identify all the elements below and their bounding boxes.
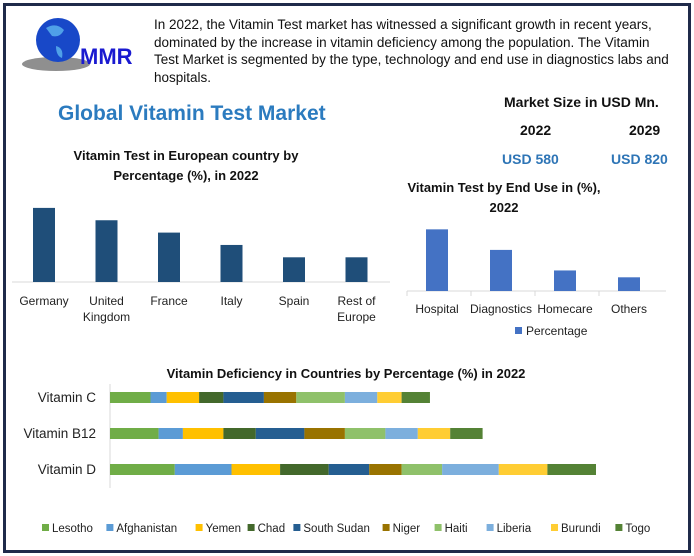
segment-south-sudan bbox=[328, 464, 370, 475]
legend-label: Lesotho bbox=[52, 523, 93, 535]
segment-liberia bbox=[442, 464, 499, 475]
deficiency-chart-title: Vitamin Deficiency in Countries by Perce… bbox=[166, 366, 526, 381]
year-2029: 2029 bbox=[629, 122, 661, 138]
segment-chad bbox=[199, 392, 224, 403]
segment-togo bbox=[450, 428, 483, 439]
legend-swatch bbox=[247, 524, 255, 531]
bar-united-kingdom bbox=[95, 220, 118, 282]
bar-diagnostics bbox=[490, 249, 512, 291]
legend-swatch bbox=[615, 524, 623, 531]
year-2022: 2022 bbox=[520, 122, 552, 138]
bar-rest-of-europe bbox=[345, 257, 368, 282]
legend-label: South Sudan bbox=[303, 523, 370, 535]
infographic: MMR In 2022, the Vitamin Test market has… bbox=[3, 3, 691, 553]
segment-afghanistan bbox=[150, 392, 167, 403]
segment-togo bbox=[547, 464, 596, 475]
legend-label: Haiti bbox=[445, 523, 468, 535]
category-label: Vitamin B12 bbox=[23, 426, 96, 441]
segment-haiti bbox=[344, 428, 386, 439]
category-label: Vitamin D bbox=[38, 462, 97, 477]
segment-chad bbox=[223, 428, 256, 439]
segment-south-sudan bbox=[223, 392, 264, 403]
svg-text:MMR: MMR bbox=[80, 44, 133, 69]
bar-homecare bbox=[554, 270, 576, 291]
legend-swatch bbox=[515, 327, 522, 334]
tick-label: Diagnostics bbox=[470, 302, 532, 316]
segment-liberia bbox=[385, 428, 418, 439]
tick-label: United bbox=[89, 294, 124, 308]
value-2029: USD 820 bbox=[611, 151, 668, 167]
bar-others bbox=[618, 277, 640, 291]
value-2022: USD 580 bbox=[502, 151, 559, 167]
tick-label: Rest of bbox=[337, 294, 376, 308]
segment-liberia bbox=[344, 392, 378, 403]
legend-label: Togo bbox=[625, 523, 650, 535]
tick-label: Homecare bbox=[537, 302, 593, 316]
legend-swatch bbox=[486, 524, 494, 531]
segment-niger bbox=[369, 464, 402, 475]
end-use-chart-title: Vitamin Test by End Use in (%), 2022 bbox=[407, 180, 601, 215]
segment-niger bbox=[304, 428, 345, 439]
segment-lesotho bbox=[110, 392, 151, 403]
charts-canvas: Germany United Kingdom France Italy Spain Rest… bbox=[12, 207, 666, 535]
intro-text: In 2022, the Vitamin Test market has wit… bbox=[154, 17, 669, 85]
legend-swatch bbox=[42, 524, 49, 531]
segment-niger bbox=[263, 392, 297, 403]
bar-hospital bbox=[426, 229, 448, 291]
bar-germany bbox=[33, 207, 55, 282]
legend-label: Afghanistan bbox=[116, 523, 177, 535]
segment-haiti bbox=[401, 464, 443, 475]
segment-chad bbox=[280, 464, 329, 475]
legend-label: Yemen bbox=[206, 523, 241, 535]
european-chart-title: Vitamin Test in European country by Perc… bbox=[73, 148, 299, 183]
bar-spain bbox=[283, 257, 305, 282]
tick-label: Spain bbox=[279, 294, 310, 308]
segment-yemen bbox=[182, 428, 224, 439]
segment-yemen bbox=[231, 464, 281, 475]
segment-haiti bbox=[296, 392, 345, 403]
legend-swatch bbox=[106, 524, 114, 531]
legend-label: Burundi bbox=[561, 523, 601, 535]
legend-swatch bbox=[382, 524, 390, 531]
segment-afghanistan bbox=[158, 428, 183, 439]
mmr-logo: MMR bbox=[22, 18, 133, 71]
legend-label: Chad bbox=[258, 523, 286, 535]
tick-label: Europe bbox=[337, 310, 376, 324]
segment-yemen bbox=[166, 392, 200, 403]
segment-lesotho bbox=[110, 428, 159, 439]
legend-swatch bbox=[293, 524, 301, 531]
tick-label: France bbox=[150, 294, 188, 308]
legend-swatch bbox=[434, 524, 442, 531]
segment-burundi bbox=[417, 428, 451, 439]
legend-label: Liberia bbox=[497, 523, 532, 535]
tick-label: Italy bbox=[220, 294, 242, 308]
segment-togo bbox=[401, 392, 430, 403]
segment-lesotho bbox=[110, 464, 175, 475]
tick-label: Others bbox=[611, 302, 647, 316]
legend-label: Niger bbox=[393, 523, 421, 535]
tick-label: Kingdom bbox=[83, 310, 130, 324]
bar-france bbox=[158, 232, 180, 282]
tick-label: Germany bbox=[19, 294, 68, 308]
segment-south-sudan bbox=[255, 428, 305, 439]
legend-swatch bbox=[195, 524, 203, 531]
tick-label: Hospital bbox=[415, 302, 458, 316]
market-size-label: Market Size in USD Mn. bbox=[504, 94, 659, 110]
legend-swatch bbox=[551, 524, 558, 531]
category-label: Vitamin C bbox=[38, 390, 97, 405]
segment-burundi bbox=[377, 392, 402, 403]
legend-label: Percentage bbox=[526, 324, 588, 338]
segment-burundi bbox=[498, 464, 548, 475]
segment-afghanistan bbox=[174, 464, 232, 475]
bar-italy bbox=[220, 244, 243, 282]
main-title: Global Vitamin Test Market bbox=[58, 102, 326, 125]
